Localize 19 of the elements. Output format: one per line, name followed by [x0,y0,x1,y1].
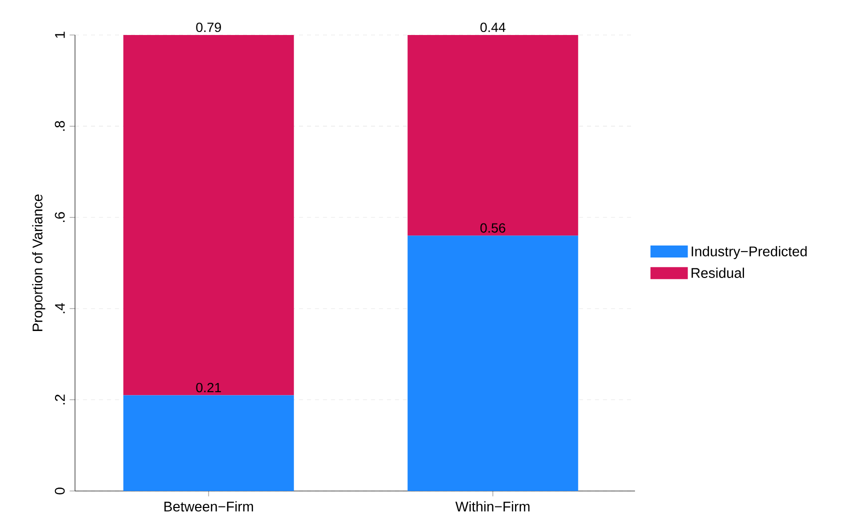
data-label: 0.44 [480,22,506,32]
data-label: 0.79 [196,22,221,32]
y-tick-label: .2 [54,394,65,404]
bar [123,34,294,396]
legend-label: Residual [692,268,744,278]
bar [408,236,578,491]
data-label: 0.56 [480,223,506,233]
bar [408,34,578,236]
data-label: 0.21 [196,382,221,392]
y-axis-title: Proportion of Variance [32,194,46,331]
x-tick-label: Between−Firm [164,501,253,512]
y-tick-label: .6 [54,212,65,222]
y-tick-label: .4 [55,303,65,314]
y-tick-label: 1 [55,32,65,38]
y-tick-label: .8 [54,120,65,131]
y-tick-label: 0 [54,488,65,494]
x-tick-label: Within−Firm [455,501,530,512]
legend-label: Industry−Predicted [692,246,807,260]
bar [123,395,294,491]
